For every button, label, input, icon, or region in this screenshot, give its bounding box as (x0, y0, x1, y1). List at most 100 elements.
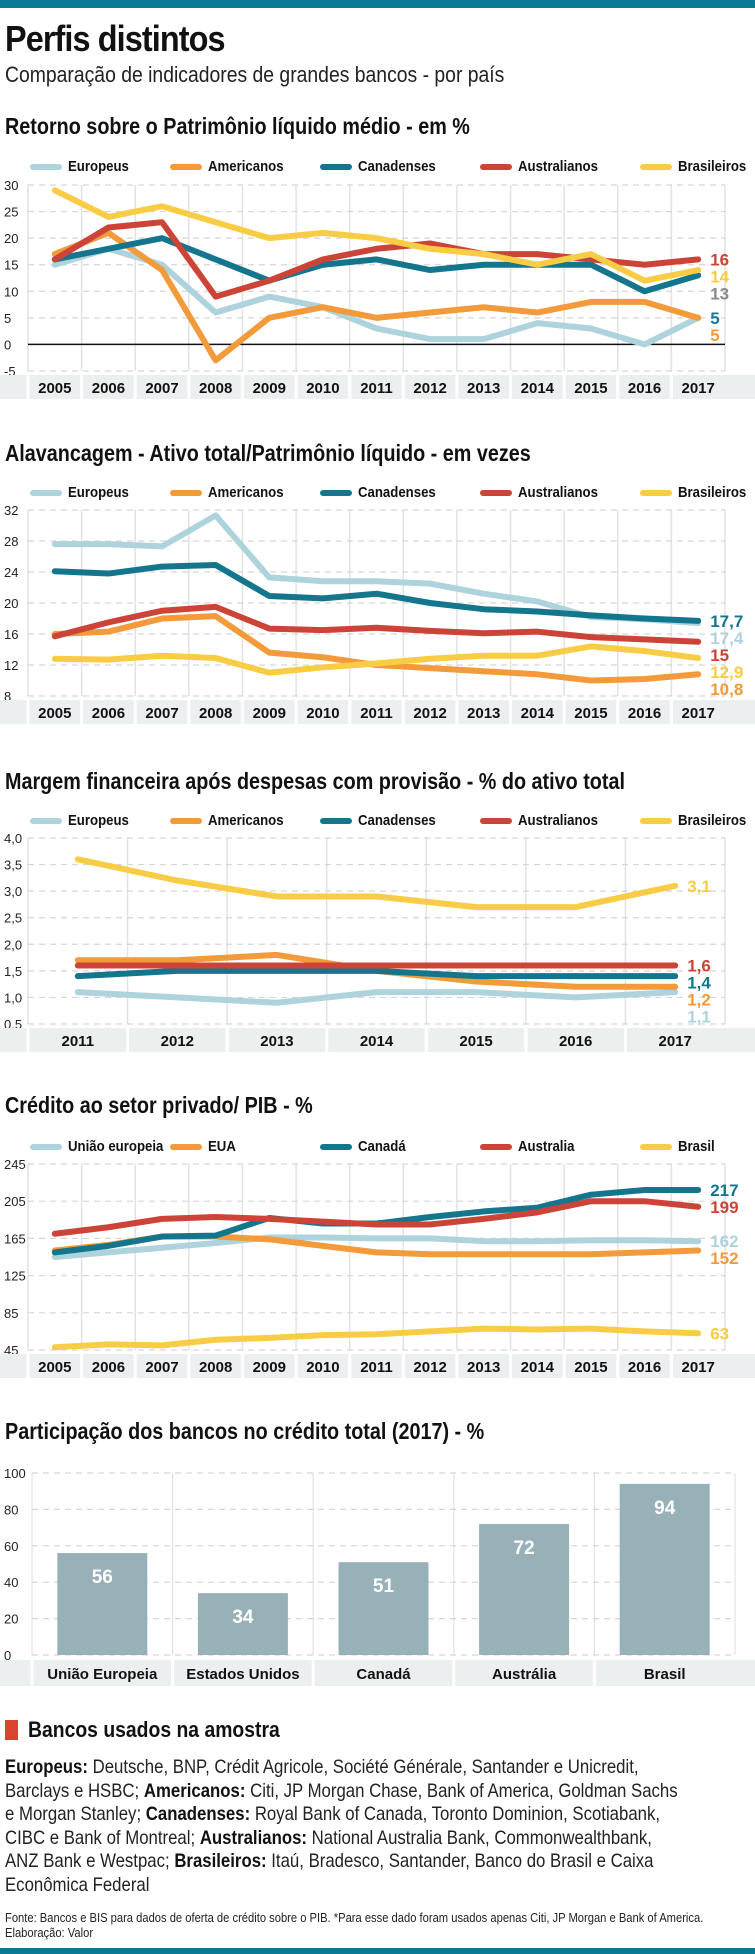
legend-label: EUA (208, 1138, 236, 1155)
legend-item-americanos: Americanos (170, 484, 294, 501)
legend-label: Canadá (358, 1138, 406, 1155)
x-tick-label: 2008 (199, 705, 232, 722)
notes-group-text: Citi, JP Morgan Chase, Bank of America, … (5, 1779, 678, 1826)
legend-item-brasileiros: Brasileiros (640, 158, 755, 175)
end-label-brasil: 63 (710, 1324, 729, 1343)
legend-swatch (480, 489, 512, 496)
legend-label: União europeia (68, 1138, 164, 1155)
legend-swatch (30, 489, 62, 496)
bar-estados-unidos (197, 1593, 288, 1655)
legend-margin: Europeus Americanos Canadenses Australianos… (0, 812, 755, 832)
series-line-brasileiros (51, 187, 702, 284)
x-tick-label: 2007 (145, 380, 178, 397)
legend-item-australia: Australia (480, 1138, 582, 1155)
end-label-canadenses: 13 (710, 284, 729, 303)
notes-group-label: Americanos: (143, 1779, 246, 1802)
legend-label: Europeus (68, 812, 129, 829)
notes-header: Bancos usados na amostra (5, 1717, 314, 1743)
end-label-canadenses: 17,7 (710, 612, 743, 631)
chart-title-bank-share: Participação dos bancos no crédito total… (5, 1418, 485, 1444)
x-tick-label: 2010 (306, 380, 339, 397)
legend-label: Canadenses (358, 812, 436, 829)
x-tick-label: 2017 (682, 705, 715, 722)
x-tick-label: Brasil (644, 1666, 686, 1683)
x-tick-label: 2016 (628, 1359, 661, 1376)
x-tick-label: 2009 (253, 1359, 286, 1376)
legend-swatch (640, 817, 672, 824)
y-tick-label: -5 (4, 364, 16, 379)
y-tick-label: 100 (4, 1466, 26, 1481)
series-line-brasil (51, 1325, 702, 1351)
x-tick-label: 2005 (38, 705, 71, 722)
legend-swatch (480, 163, 512, 170)
x-tick-label: 2015 (574, 1359, 607, 1376)
x-tick-label: 2006 (92, 380, 125, 397)
x-tick-label: 2012 (161, 1033, 194, 1050)
legend-swatch (640, 163, 672, 170)
x-tick-label: 2012 (413, 380, 446, 397)
x-tick-label: 2015 (459, 1033, 492, 1050)
series-line-uniao-europeia (51, 1234, 702, 1260)
legend-label: Brasileiros (678, 812, 747, 829)
legend-swatch (320, 489, 352, 496)
legend-swatch (320, 163, 352, 170)
x-tick-label: 2013 (467, 705, 500, 722)
series-line-brasileiros (51, 643, 702, 676)
y-tick-label: 20 (4, 231, 18, 246)
legend-item-brasileiros: Brasileiros (640, 484, 755, 501)
x-tick-label: 2009 (253, 705, 286, 722)
x-tick-label: 2010 (306, 1359, 339, 1376)
legend-item-europeus: Europeus (30, 812, 137, 829)
x-tick-label: 2012 (413, 705, 446, 722)
series-line-brasileiros (74, 856, 679, 911)
data-label-uniao-europeia: 56 (92, 1567, 113, 1588)
end-label-brasileiros: 12,9 (710, 663, 743, 682)
legend-label: Australianos (518, 812, 598, 829)
x-tick-label: Canadá (356, 1666, 411, 1683)
x-tick-label: 2013 (467, 380, 500, 397)
notes-group-label: Europeus: (5, 1756, 88, 1778)
legend-item-uniao-europeia: União europeia (30, 1138, 176, 1155)
x-tick-label: 2013 (467, 1359, 500, 1376)
legend-label: Americanos (208, 812, 284, 829)
series-line-australianos (51, 603, 702, 645)
legend-item-canadenses: Canadenses (320, 158, 446, 175)
x-tick-label: 2011 (360, 1359, 393, 1376)
notes-group-label: Brasileiros: (174, 1850, 267, 1872)
top-brand-bar (0, 0, 755, 8)
x-tick-label: 2017 (659, 1033, 692, 1050)
legend-label: Canadenses (358, 484, 436, 501)
notes-marker (5, 1720, 18, 1740)
series-line-australianos (51, 219, 702, 300)
legend-swatch (480, 1143, 512, 1150)
legend-swatch (170, 817, 202, 824)
legend-swatch (170, 163, 202, 170)
legend-item-eua: EUA (170, 1138, 240, 1155)
x-tick-label: 2008 (199, 1359, 232, 1376)
y-tick-label: 2,0 (4, 937, 22, 952)
y-tick-label: 24 (4, 565, 18, 580)
series-line-australia (51, 1198, 702, 1237)
x-tick-label: 2006 (92, 1359, 125, 1376)
data-label-canada: 51 (373, 1576, 395, 1597)
legend-item-australianos: Australianos (480, 158, 609, 175)
x-tick-label: 2009 (253, 380, 286, 397)
x-tick-label: 2017 (682, 380, 715, 397)
y-tick-label: 16 (4, 627, 18, 642)
end-label-australia: 199 (710, 1198, 738, 1217)
notes-body: Europeus: Deutsche, BNP, Crédit Agricole… (5, 1756, 684, 1897)
legend-swatch (320, 817, 352, 824)
notes-group-text: Deutsche, BNP, Crédit Agricole, Société … (5, 1756, 639, 1802)
legend-swatch (640, 1143, 672, 1150)
x-tick-label: 2011 (360, 705, 393, 722)
end-label-australianos: 15 (710, 646, 729, 665)
legend-swatch (170, 489, 202, 496)
end-label-europeus: 5 (710, 309, 719, 328)
legend-label: Australianos (518, 158, 598, 175)
x-tick-label: 2011 (360, 380, 393, 397)
legend-item-canadenses: Canadenses (320, 812, 446, 829)
chart-title-credit-gdp: Crédito ao setor privado/ PIB - % (5, 1092, 313, 1118)
source-note: Fonte: Bancos e BIS para dados de oferta… (5, 1910, 704, 1940)
legend-swatch (30, 817, 62, 824)
